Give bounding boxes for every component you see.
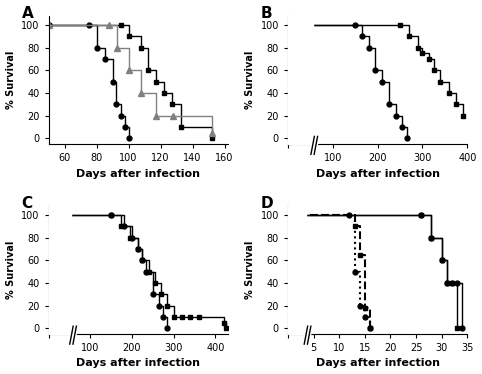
Bar: [288, 206, 306, 334]
Text: B: B: [261, 6, 273, 21]
Y-axis label: % Survival: % Survival: [245, 51, 255, 109]
X-axis label: Days after infection: Days after infection: [316, 358, 440, 368]
Y-axis label: % Survival: % Survival: [6, 51, 15, 109]
Bar: [288, 16, 313, 144]
X-axis label: Days after infection: Days after infection: [76, 358, 200, 368]
Bar: [49, 206, 71, 334]
Text: C: C: [22, 196, 33, 211]
Y-axis label: % Survival: % Survival: [245, 240, 255, 299]
Text: A: A: [22, 6, 33, 21]
Y-axis label: % Survival: % Survival: [6, 240, 15, 299]
X-axis label: Days after infection: Days after infection: [76, 169, 200, 179]
X-axis label: Days after infection: Days after infection: [316, 169, 440, 179]
Text: D: D: [261, 196, 274, 211]
